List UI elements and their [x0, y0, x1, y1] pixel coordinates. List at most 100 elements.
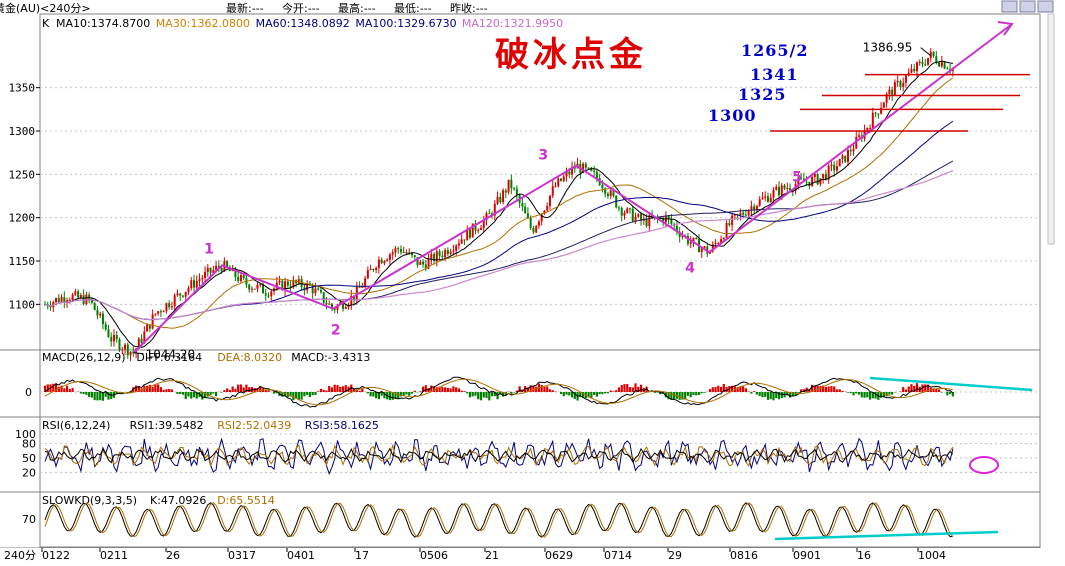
candle-body	[835, 166, 838, 171]
toolbar-button-2	[1019, 0, 1036, 13]
candle-body	[209, 267, 212, 273]
wave-5-arrowhead	[997, 21, 1014, 36]
quote-low: 最低:---	[394, 2, 432, 15]
candle-body	[471, 223, 474, 238]
slowkd-line-2	[44, 502, 954, 538]
price-legend: K MA10:1374.8700 MA30:1362.0800 MA60:1348.0…	[42, 17, 563, 30]
rsi-legend-1: RSI1:39.5482	[130, 419, 204, 432]
candle-body	[678, 231, 681, 237]
candle-body	[416, 256, 419, 265]
candle-body	[813, 174, 816, 177]
candle-body	[184, 291, 187, 297]
candle-body	[918, 61, 921, 63]
candle-body	[292, 280, 295, 288]
candle-body	[537, 221, 540, 226]
candle-body	[286, 281, 289, 286]
candle-body	[675, 225, 678, 232]
right-scrollbar	[1047, 13, 1055, 245]
candle-body	[667, 215, 670, 219]
low-price-label: 1044.20	[146, 348, 196, 362]
candle-body	[377, 259, 380, 268]
candle-body	[822, 173, 825, 179]
candle-body	[463, 239, 466, 241]
candle-body	[938, 62, 941, 67]
candle-body	[670, 218, 673, 224]
candle-body	[609, 190, 612, 197]
candle-body	[325, 302, 328, 305]
candle-body	[874, 112, 877, 114]
wave-label-4: 4	[685, 260, 695, 276]
candle-body	[413, 255, 416, 257]
candle-body	[786, 188, 789, 190]
candle-body	[281, 280, 284, 291]
x-tick-label: 21	[485, 549, 499, 562]
candle-body	[858, 135, 861, 137]
candle-body	[460, 239, 463, 244]
candle-body	[380, 259, 383, 264]
candle-body	[474, 223, 477, 231]
candle-body	[877, 113, 880, 115]
slowkd-legend-2: D:65.5514	[217, 494, 275, 507]
x-tick-label: 0714	[604, 549, 632, 562]
candle-body	[151, 314, 154, 329]
candle-body	[761, 197, 764, 200]
rsi-tick-label: 100	[15, 428, 36, 441]
x-tick-label: 0401	[287, 549, 315, 562]
resistance-label-1300: 1300	[708, 106, 757, 125]
candle-body	[226, 261, 229, 268]
candle-body	[195, 280, 198, 288]
candle-body	[499, 196, 502, 203]
candle-body	[582, 163, 585, 173]
candle-body	[546, 206, 549, 211]
price-tick-label: 1300	[9, 125, 36, 138]
candle-body	[626, 208, 629, 213]
rsi-legend-0: RSI(6,12,24)	[42, 419, 110, 432]
candle-body	[775, 186, 778, 191]
candle-body	[399, 249, 402, 253]
candle-body	[910, 68, 913, 73]
candle-body	[629, 208, 632, 210]
candle-body	[479, 227, 482, 230]
candle-body	[513, 188, 516, 190]
candle-body	[891, 89, 894, 96]
candle-body	[60, 297, 63, 303]
candle-body	[215, 265, 218, 270]
rsi-legend-3: RSI3:58.1625	[305, 419, 379, 432]
candle-body	[104, 324, 107, 330]
candle-body	[720, 239, 723, 244]
candle-body	[146, 324, 149, 332]
rsi-panel: RSI(6,12,24) RSI1:39.5482 RSI2:52.0439 RSI3…	[15, 419, 1040, 479]
candle-body	[170, 306, 173, 308]
candle-body	[830, 164, 833, 167]
candle-body	[317, 288, 320, 290]
candle-body	[364, 278, 367, 287]
timeframe-label: 240分	[4, 549, 36, 562]
candle-body	[714, 243, 717, 245]
candle-body	[560, 178, 563, 181]
candle-body	[595, 171, 598, 179]
ma30-line	[44, 77, 954, 329]
candle-body	[612, 190, 615, 196]
x-tick-label: 16	[857, 549, 871, 562]
candle-body	[110, 336, 113, 342]
candle-body	[239, 275, 242, 282]
candle-body	[695, 237, 698, 239]
candle-body	[93, 302, 96, 311]
legend-ma30: MA30:1362.0800	[156, 17, 250, 30]
candle-body	[455, 245, 458, 251]
x-tick-label: 29	[668, 549, 682, 562]
candle-body	[521, 202, 524, 207]
candle-body	[386, 259, 389, 262]
candle-body	[297, 279, 300, 284]
candle-body	[261, 284, 264, 294]
candle-body	[769, 197, 772, 202]
candle-body	[77, 291, 80, 298]
rsi-legend-2: RSI2:52.0439	[217, 419, 291, 432]
candle-body	[816, 174, 819, 185]
candle-body	[921, 61, 924, 65]
candle-body	[248, 284, 251, 290]
candle-body	[394, 248, 397, 253]
candle-body	[606, 193, 609, 197]
candle-body	[259, 284, 262, 286]
candle-body	[742, 212, 745, 215]
